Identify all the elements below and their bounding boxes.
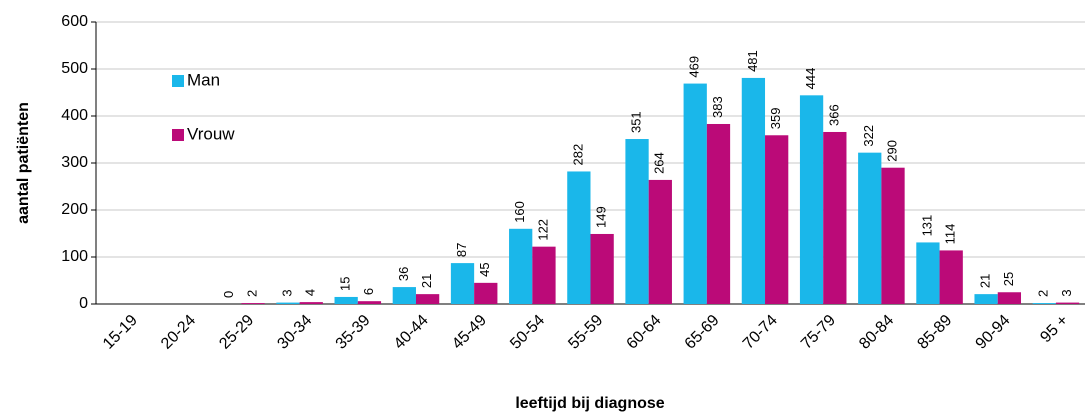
x-tick-label: 15-19: [100, 312, 141, 353]
data-label: 6: [361, 288, 376, 295]
bar: [334, 296, 358, 304]
data-label: 282: [570, 144, 585, 166]
y-tick-label: 300: [61, 154, 88, 171]
bar: [648, 179, 672, 304]
data-label: 264: [652, 152, 667, 174]
bar: [881, 167, 905, 304]
x-tick-label: 35-39: [333, 312, 374, 353]
bar: [299, 302, 323, 304]
data-label: 149: [594, 206, 609, 228]
data-label: 290: [884, 140, 899, 162]
data-label: 3: [1059, 289, 1074, 296]
legend-label: Vrouw: [187, 124, 235, 143]
x-tick-label: 70-74: [740, 312, 781, 353]
data-label: 0: [221, 291, 236, 298]
bar: [241, 303, 265, 304]
bar: [1055, 302, 1080, 304]
bar: [392, 287, 416, 304]
x-tick-label: 20-24: [158, 312, 199, 353]
data-label: 366: [826, 104, 841, 126]
x-tick-label: 40-44: [391, 312, 432, 353]
data-label: 36: [396, 267, 411, 281]
data-label: 21: [419, 274, 434, 288]
bar: [939, 250, 963, 304]
data-label: 481: [745, 50, 760, 72]
legend-swatch: [172, 129, 184, 141]
bar: [858, 152, 882, 304]
y-tick-label: 0: [79, 295, 88, 312]
y-tick-label: 200: [61, 201, 88, 218]
data-label: 25: [1001, 272, 1016, 286]
bar: [567, 171, 591, 304]
bar: [276, 302, 300, 304]
bar: [625, 139, 649, 304]
y-axis-title: aantal patiënten: [15, 102, 32, 224]
x-tick-label: 25-29: [216, 312, 257, 353]
bar: [706, 123, 731, 305]
x-tick-label: 90-94: [973, 312, 1014, 353]
data-label: 3: [279, 289, 294, 296]
bar: [532, 246, 556, 304]
data-label: 351: [628, 111, 643, 133]
data-label: 469: [687, 56, 702, 78]
data-label: 4: [303, 289, 318, 296]
x-tick-label: 60-64: [624, 312, 665, 353]
data-label: 160: [512, 201, 527, 223]
bar: [823, 131, 847, 304]
y-tick-label: 500: [61, 60, 88, 77]
data-label: 45: [477, 262, 492, 276]
bar: [1032, 303, 1056, 304]
bar: [974, 294, 998, 304]
bar: [916, 242, 940, 304]
x-tick-label: 45-49: [449, 312, 490, 353]
bar: [997, 292, 1022, 304]
legend-label: Man: [187, 70, 220, 89]
x-tick-label: 85-89: [914, 312, 955, 353]
bar: [509, 228, 533, 304]
bar: [474, 282, 498, 304]
x-tick-label: 95 +: [1037, 312, 1071, 346]
y-tick-label: 400: [61, 107, 88, 124]
data-label: 114: [943, 224, 958, 245]
bar: [799, 95, 824, 304]
data-label: 2: [245, 290, 260, 297]
x-tick-label: 50-54: [507, 312, 548, 353]
legend-swatch: [172, 75, 184, 87]
x-tick-label: 30-34: [274, 312, 315, 353]
data-label: 87: [454, 243, 469, 257]
bar: [765, 135, 789, 304]
x-tick-label: 55-59: [565, 312, 606, 353]
bar: [415, 294, 440, 304]
data-label: 21: [978, 274, 993, 288]
data-label: 322: [861, 125, 876, 147]
y-tick-label: 100: [61, 248, 88, 265]
data-label: 15: [338, 276, 353, 290]
x-tick-label: 65-69: [682, 312, 723, 353]
data-label: 2: [1036, 290, 1051, 297]
bar: [450, 263, 475, 304]
x-tick-label: 80-84: [856, 312, 897, 353]
bar: [683, 83, 707, 304]
x-tick-label: 75-79: [798, 312, 839, 353]
data-label: 122: [535, 219, 550, 241]
data-label: 383: [710, 96, 725, 118]
y-tick-label: 600: [61, 13, 88, 30]
x-axis-title: leeftijd bij diagnose: [515, 395, 664, 412]
bar: [357, 301, 382, 304]
bar: [590, 233, 614, 304]
data-label: 131: [919, 215, 934, 237]
data-label: 359: [768, 108, 783, 130]
data-label: 444: [803, 68, 818, 90]
bar: [741, 77, 766, 305]
